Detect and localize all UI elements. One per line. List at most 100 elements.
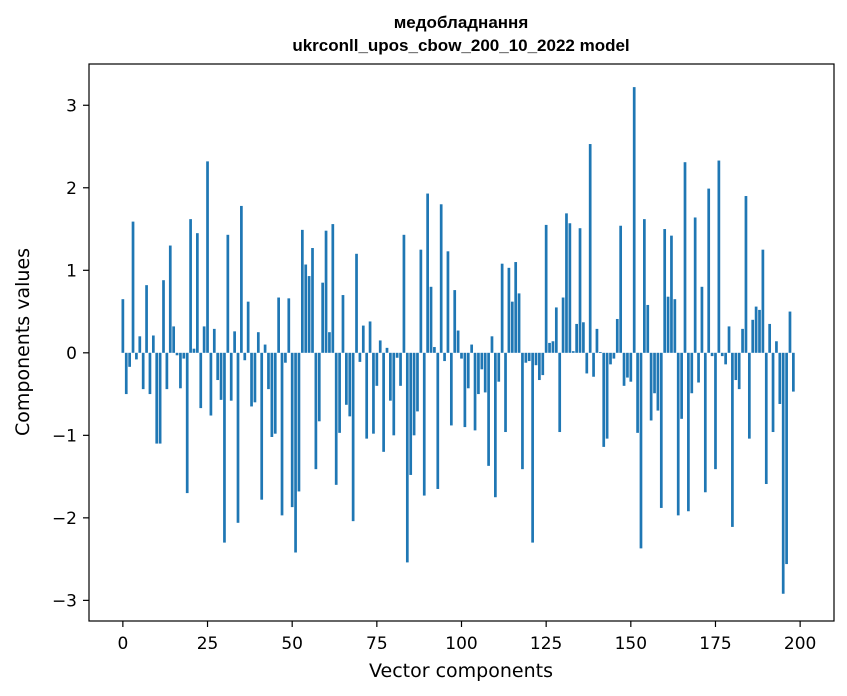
bar — [182, 352, 186, 359]
bar — [693, 217, 697, 353]
bar — [653, 352, 656, 394]
bar — [243, 352, 247, 361]
bar — [487, 352, 490, 466]
bar — [514, 262, 518, 353]
bar — [595, 328, 599, 353]
bar — [422, 352, 426, 496]
bar — [656, 352, 660, 411]
bar — [436, 352, 440, 489]
bar — [284, 352, 287, 363]
bars-group — [121, 87, 795, 594]
bar — [368, 321, 372, 353]
bar — [670, 235, 673, 353]
x-axis-label: Vector components — [369, 660, 553, 682]
bar — [358, 352, 362, 362]
y-tick-label: −3 — [52, 591, 77, 611]
bar — [314, 352, 318, 470]
bar — [399, 352, 402, 386]
bar — [612, 352, 616, 359]
bar — [720, 352, 724, 357]
bar — [598, 351, 602, 353]
bar — [233, 331, 236, 353]
bar — [202, 326, 206, 353]
bar — [741, 328, 744, 353]
bar — [338, 352, 341, 433]
bar — [216, 352, 220, 381]
bar — [710, 352, 714, 357]
bar — [219, 352, 223, 400]
bar — [578, 228, 582, 353]
bar — [287, 298, 291, 353]
x-tick-label: 25 — [197, 634, 219, 654]
x-tick-label: 125 — [530, 634, 562, 654]
bar — [714, 352, 717, 470]
bar — [775, 341, 778, 353]
bar — [290, 352, 294, 508]
bar — [551, 341, 555, 353]
bar — [497, 352, 501, 382]
bar — [615, 318, 619, 353]
bar — [571, 351, 575, 353]
bar — [609, 352, 612, 365]
bar — [372, 352, 375, 434]
bar — [602, 352, 606, 447]
bar — [128, 352, 131, 367]
bar — [433, 347, 436, 353]
bar — [209, 352, 213, 416]
bar — [565, 213, 568, 353]
y-tick-label: −2 — [52, 509, 77, 529]
bar — [419, 249, 423, 353]
bar — [131, 221, 135, 353]
bar — [212, 328, 216, 353]
y-tick-label: 2 — [66, 179, 77, 199]
bar — [724, 352, 727, 365]
bar — [466, 352, 470, 389]
bar — [311, 248, 314, 353]
bar — [223, 352, 226, 543]
bar — [273, 352, 277, 434]
bar — [145, 285, 148, 353]
bar — [747, 352, 751, 439]
bar — [504, 352, 507, 433]
chart-subtitle: ukrconll_upos_cbow_200_10_2022 model — [292, 36, 629, 55]
bar — [626, 352, 629, 378]
bar — [416, 352, 419, 412]
bar — [785, 352, 788, 565]
bar — [538, 352, 541, 381]
bar — [727, 326, 731, 353]
bar — [294, 352, 297, 553]
bar — [456, 330, 460, 353]
bar — [460, 352, 463, 359]
bar — [734, 352, 738, 381]
bar — [270, 352, 274, 437]
bar — [162, 280, 165, 353]
bar — [673, 299, 677, 353]
bar — [541, 352, 545, 376]
bar — [250, 352, 253, 407]
bar — [446, 251, 450, 353]
bar — [385, 347, 389, 353]
bar — [317, 352, 321, 422]
bar — [236, 352, 240, 523]
bar — [297, 352, 301, 492]
bar — [395, 352, 399, 358]
x-tick-label: 0 — [117, 634, 128, 654]
bar — [771, 352, 775, 433]
bar — [592, 352, 595, 377]
bar — [480, 352, 484, 370]
bar — [490, 336, 494, 353]
bar — [192, 348, 196, 353]
bar — [168, 245, 172, 353]
bar — [510, 301, 514, 353]
y-tick-label: 3 — [66, 96, 77, 116]
bar — [629, 352, 633, 382]
bar — [683, 162, 687, 353]
bar — [582, 322, 585, 353]
bar — [751, 319, 755, 353]
bar — [494, 352, 497, 498]
bar — [226, 234, 230, 353]
bar — [185, 352, 189, 494]
bar — [507, 267, 511, 353]
bar — [781, 352, 785, 594]
